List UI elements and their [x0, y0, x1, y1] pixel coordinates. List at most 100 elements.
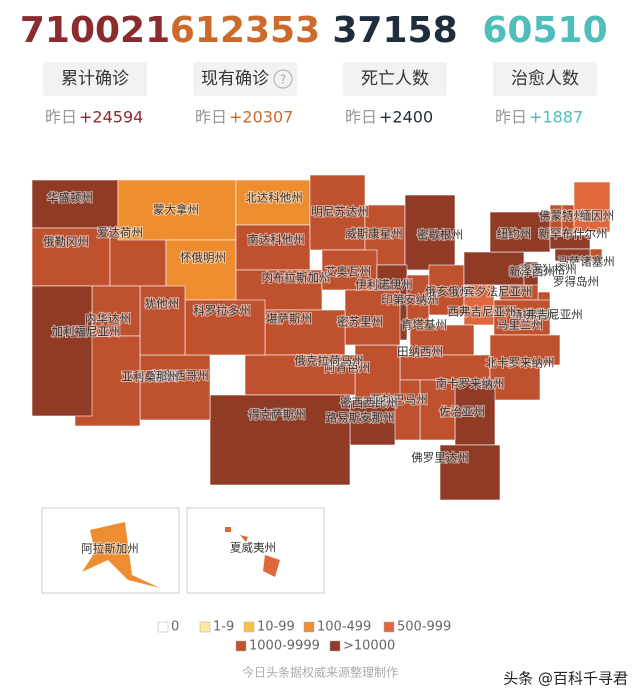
state-label: 宾夕法尼亚州 [464, 285, 533, 299]
state-label: 纽约州 [497, 227, 532, 241]
state-label: 俄亥俄州 [425, 285, 471, 299]
state-label: 弗吉尼亚州 [525, 308, 583, 322]
state-label: 马里兰州 [497, 318, 543, 332]
state-region [235, 179, 311, 226]
state-label: 新墨西哥州 [151, 369, 209, 383]
state-region [399, 354, 491, 381]
state-label: 俄勒冈州 [43, 235, 89, 249]
state-label: 密西西比州 [340, 396, 398, 410]
legend-swatch [329, 640, 341, 652]
legend-swatch [243, 621, 255, 633]
state-label: 密苏里州 [337, 315, 383, 329]
stat-value: 60510 [482, 10, 607, 51]
legend-label: 1000-9999 [249, 639, 320, 654]
state-label: 田纳西州 [397, 345, 443, 359]
state-region [349, 399, 396, 446]
state-label: 堪萨斯州 [266, 312, 312, 326]
legend-label: 100-499 [317, 620, 371, 635]
state-label: 密歇根州 [417, 228, 463, 242]
state-label: 夏威夷州 [230, 541, 276, 555]
state-label: 南达科他州 [247, 233, 305, 247]
state-region [344, 289, 401, 346]
state-label: 得克萨斯州 [248, 408, 306, 422]
state-label: 内华达州 [85, 312, 131, 326]
stat-label-box [193, 62, 297, 96]
legend-swatch [157, 621, 169, 633]
state-label: 新泽西州 [509, 265, 555, 279]
state-region [31, 179, 119, 229]
state-region [554, 248, 591, 262]
help-mark: ? [280, 73, 286, 87]
state-region [264, 309, 346, 356]
stat-value: 37158 [332, 10, 457, 51]
state-region [184, 299, 266, 356]
yesterday-delta: +1887 [529, 108, 583, 127]
state-region [139, 285, 186, 356]
state-label: 科罗拉多州 [193, 304, 251, 318]
state-region [31, 285, 93, 417]
state-label: 佛蒙特州 [539, 209, 585, 223]
legend-swatch [383, 621, 395, 633]
state-label: 肯塔基州 [401, 318, 447, 332]
stat-label: 现有确诊 [201, 69, 269, 89]
legend-label: 500-999 [397, 620, 451, 635]
state-region [31, 227, 111, 287]
state-region [463, 284, 495, 326]
state-region [573, 181, 611, 233]
state-region [404, 194, 456, 271]
state-label: 亚拉巴马州 [370, 393, 428, 407]
state-region [493, 299, 551, 336]
state-label: 康涅狄格州 [519, 263, 577, 277]
state-region [139, 354, 211, 421]
legend-swatch [235, 640, 247, 652]
inset-box [186, 507, 325, 594]
state-label: 佛罗里达州 [411, 451, 469, 465]
stat-label: 累计确诊 [61, 69, 129, 89]
state-label: 蒙大拿州 [153, 203, 199, 217]
state-label: 阿肯色州 [324, 361, 370, 375]
state-label: 伊利诺伊州 [355, 278, 413, 292]
stat-label-box [43, 62, 147, 96]
state-label: 阿拉斯加州 [81, 542, 139, 556]
state-label: 犹他州 [145, 297, 180, 311]
state-label: 华盛顿州 [47, 191, 93, 205]
state-label: 罗得岛州 [553, 275, 599, 289]
legend-swatch [199, 621, 211, 633]
legend-label: 10-99 [257, 620, 295, 635]
stat-value: 710021 [20, 10, 170, 51]
state-region [209, 394, 351, 486]
legend-label: 1-9 [213, 620, 234, 635]
state-label: 新罕布什尔州 [539, 227, 608, 241]
yesterday-label: 昨日 [345, 108, 377, 127]
legend-label: >10000 [343, 639, 395, 654]
state-region [321, 249, 378, 291]
state-region [454, 379, 496, 446]
help-icon [273, 69, 293, 89]
stat-value: 612353 [170, 10, 320, 51]
yesterday-label: 昨日 [45, 108, 77, 127]
state-region [489, 334, 561, 366]
state-label: 爱达荷州 [97, 226, 143, 240]
state-label: 加利福尼亚州 [52, 325, 121, 339]
legend-swatch [303, 621, 315, 633]
state-label: 缅因州 [580, 209, 615, 223]
state-region [463, 251, 525, 286]
state-label: 特拉华州 [511, 308, 557, 322]
state-region [225, 527, 280, 577]
state-label: 俄克拉荷马州 [295, 354, 364, 368]
state-region [409, 324, 475, 356]
yesterday-delta: +2400 [379, 108, 433, 127]
legend-label: 0 [171, 620, 179, 635]
stat-label-box [343, 62, 447, 96]
state-label: 佐治亚州 [439, 405, 485, 419]
state-region [428, 264, 465, 316]
state-region [235, 224, 311, 271]
state-label: 南卡罗来纳州 [436, 377, 505, 391]
state-label: 内布拉斯加州 [262, 271, 331, 285]
state-label: 怀俄明州 [180, 251, 226, 265]
stat-label: 治愈人数 [511, 69, 579, 89]
state-region [489, 211, 551, 253]
state-label: 马萨诸塞州 [557, 255, 615, 269]
